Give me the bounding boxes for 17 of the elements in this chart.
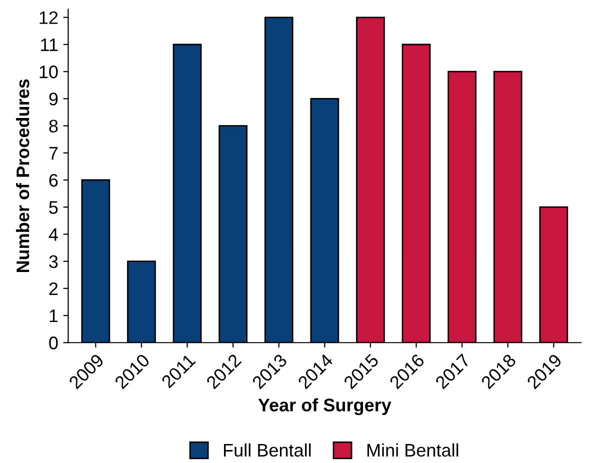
y-tick-label: 5 (49, 201, 58, 214)
y-tick-label: 11 (41, 38, 58, 52)
y-tick-label: 7 (49, 147, 58, 160)
y-tick-label: 2 (49, 282, 58, 295)
y-tick-label: 12 (40, 11, 58, 24)
y-tick-label: 0 (49, 336, 58, 350)
y-tick-label: 8 (49, 120, 58, 133)
y-tick-label: 1 (50, 310, 58, 322)
y-tick-label: 6 (49, 174, 58, 187)
y-axis-title: Number of Procedures (16, 79, 30, 272)
y-tick-label: 3 (49, 255, 58, 268)
legend-label: Full Bentall (224, 443, 311, 457)
y-tick-label: 4 (48, 228, 58, 241)
y-tick-label: 10 (40, 66, 58, 78)
legend-label: Mini Bentall (367, 443, 458, 457)
x-axis-title: Year of Surgery (258, 398, 392, 416)
y-tick-label: 9 (49, 92, 58, 106)
